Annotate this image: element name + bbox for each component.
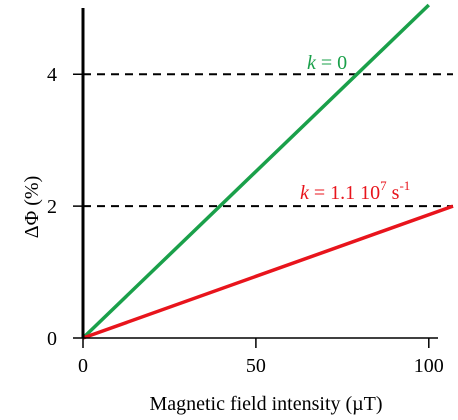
- series-label-k1: k = 1.1 107 s-1: [300, 178, 410, 204]
- series-line-1: [82, 204, 454, 340]
- y-axis-title: ΔΦ (%): [21, 176, 43, 238]
- series-label-k0: k = 0: [307, 52, 347, 74]
- series-line-0: [81, 3, 431, 340]
- y-tick-label: 0: [47, 328, 57, 350]
- x-tick-label: 100: [414, 355, 444, 377]
- series-lines: [81, 3, 454, 340]
- y-tick-label: 4: [47, 64, 57, 86]
- x-axis-title: Magnetic field intensity (µT): [149, 393, 382, 415]
- reference-lines: [83, 73, 453, 208]
- y-ticks: 0 2 4: [47, 64, 83, 350]
- x-tick-label: 50: [246, 355, 266, 377]
- y-tick-label: 2: [47, 196, 57, 218]
- x-ticks: 0 50 100: [78, 338, 444, 377]
- x-tick-label: 0: [78, 355, 88, 377]
